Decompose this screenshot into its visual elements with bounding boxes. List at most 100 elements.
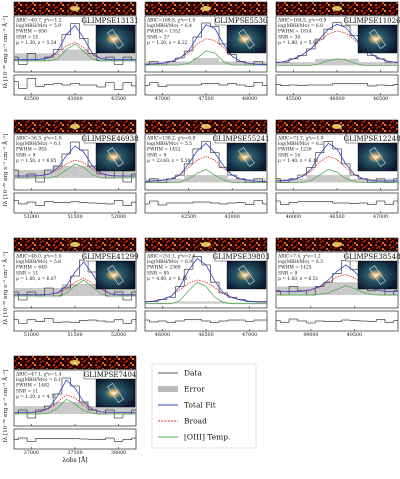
error-bar	[253, 302, 263, 304]
error-bar	[192, 58, 202, 65]
error-bar	[201, 301, 211, 304]
annotation: FWHM = 1226	[278, 148, 312, 153]
inset-image	[95, 260, 136, 290]
annotation: log(MBH/M⊙) = 6.3	[278, 260, 323, 265]
error-bar	[44, 406, 54, 414]
error-bar	[88, 166, 97, 178]
error-bar	[201, 58, 211, 65]
title-box	[345, 133, 399, 144]
error-bar	[114, 406, 123, 414]
error-bar	[289, 62, 298, 66]
error-bar	[262, 178, 267, 183]
error-bar	[96, 288, 106, 296]
error-bar	[18, 288, 28, 296]
error-bar	[53, 288, 62, 296]
annotation: μ = 1.60, z = 6.87	[16, 277, 57, 282]
broad-fit	[14, 41, 136, 61]
spectrum-panel: GLIMPSE13131 ΔBIC=40.7, χ²ν=1.2log(MBH/M⊙…	[13, 1, 139, 102]
slit-shutter	[107, 147, 119, 159]
error-bar	[105, 170, 115, 178]
inset-image	[226, 142, 267, 172]
error-bar	[236, 178, 246, 183]
total-fit	[144, 142, 267, 182]
error-bar	[131, 53, 136, 61]
x-tick-label: 43000	[67, 96, 82, 102]
error-bar	[332, 282, 342, 296]
spectrum-panel: GLIMPSE38548 ΔBIC=7.4, χ²ν=1.2log(MBH/M⊙)…	[275, 237, 400, 338]
slit-shutter	[107, 265, 119, 277]
total-fit	[14, 145, 136, 177]
error-bar	[262, 61, 267, 65]
x-tick-label: 52000	[111, 332, 126, 338]
error-bar	[262, 302, 267, 304]
error-bar	[297, 62, 307, 66]
error-bar	[306, 62, 316, 66]
error-bar	[88, 53, 97, 61]
slit-shutter	[369, 147, 381, 159]
oiii-template	[14, 43, 136, 62]
error-bar	[175, 301, 185, 304]
error-bar	[175, 61, 185, 65]
slit-shutter	[369, 29, 381, 41]
error-bar	[227, 302, 237, 304]
annotation: log(MBH/M⊙) = 6.2	[278, 142, 323, 147]
x-tick-label: 51000	[24, 332, 39, 338]
annotation: μ = 1.20, z = 6.22	[147, 41, 188, 46]
error-bar	[323, 175, 333, 183]
annotation: μ = 4.00, z = 6.10	[147, 277, 188, 282]
total-fit	[275, 142, 398, 182]
error-bar	[149, 61, 159, 65]
slit-shutter	[238, 147, 250, 159]
annotation: FWHM = 955	[16, 148, 47, 153]
error-bar	[122, 170, 132, 178]
error-bar	[122, 288, 132, 296]
annotation: SNR = 34	[278, 35, 300, 40]
error-bar	[315, 175, 324, 183]
panel-title: GLIMPSE13131	[81, 17, 138, 25]
error-bar	[210, 175, 220, 183]
spectrum-panel: GLIMPSE12248 ΔBIC=71.7, χ²ν=1.0log(MBH/M⊙…	[275, 119, 400, 220]
error-bar	[27, 53, 36, 61]
annotation: SNR = 11	[16, 271, 38, 276]
slit-shutter	[243, 37, 255, 49]
annotation: log(MBH/M⊙) = 6.1	[16, 142, 61, 147]
y-axis-label: fλ [10⁻²⁰ erg s⁻¹ cm⁻² Å⁻¹]	[1, 252, 9, 325]
error-bar	[18, 170, 28, 178]
annotation: ΔBIC=47.1, χ²ν=1.4	[16, 372, 62, 378]
oiii-template	[145, 281, 267, 305]
error-bar	[384, 62, 394, 66]
error-bar	[35, 53, 45, 61]
annotation: μ = 1.60, z = 6.51	[278, 277, 319, 282]
spectrum-2d-line	[70, 6, 80, 11]
total-fit	[275, 23, 399, 64]
x-tick-label: 47000	[155, 96, 170, 102]
error-bar	[315, 58, 324, 66]
error-bar	[332, 58, 342, 66]
error-bar	[79, 284, 89, 296]
error-bar	[44, 288, 54, 296]
error-bar	[70, 49, 80, 61]
x-tick-label: 51000	[24, 214, 39, 220]
error-bar	[192, 301, 202, 304]
spectrum-2d-line	[70, 242, 80, 247]
total-fit	[144, 257, 267, 303]
x-tick-label: 46000	[329, 96, 344, 102]
annotation: FWHM = 1425	[278, 266, 312, 271]
error-bar	[253, 178, 263, 183]
error-bar	[253, 61, 263, 65]
spectrum-panel: GLIMPSE11026 ΔBIC=164.5, χ²ν=0.9log(MBH/M…	[275, 1, 400, 102]
x-tick-label: 46000	[286, 214, 301, 220]
x-tick-label: 45500	[286, 96, 301, 102]
error-bar	[35, 170, 45, 178]
error-bar	[323, 58, 333, 66]
annotation: log(MBH/M⊙) = 5.8	[16, 260, 61, 265]
spectrum-panel: GLIMPSE41299 ΔBIC=46.0, χ²ν=1.0log(MBH/M⊙…	[13, 237, 139, 338]
annotation: SNR = 27	[147, 35, 169, 40]
annotation: ΔBIC=251.1, χ²ν=2.6	[147, 254, 195, 260]
x-tick-label: 51500	[67, 332, 82, 338]
error-bar	[79, 166, 89, 178]
spectrum-panel: GLIMPSE5536 ΔBIC=169.8, χ²ν=1.0log(MBH/M⊙…	[144, 1, 268, 102]
error-bar	[184, 301, 193, 304]
annotation: SNR = 85	[147, 271, 169, 276]
x-tick-label: 51500	[67, 214, 82, 220]
